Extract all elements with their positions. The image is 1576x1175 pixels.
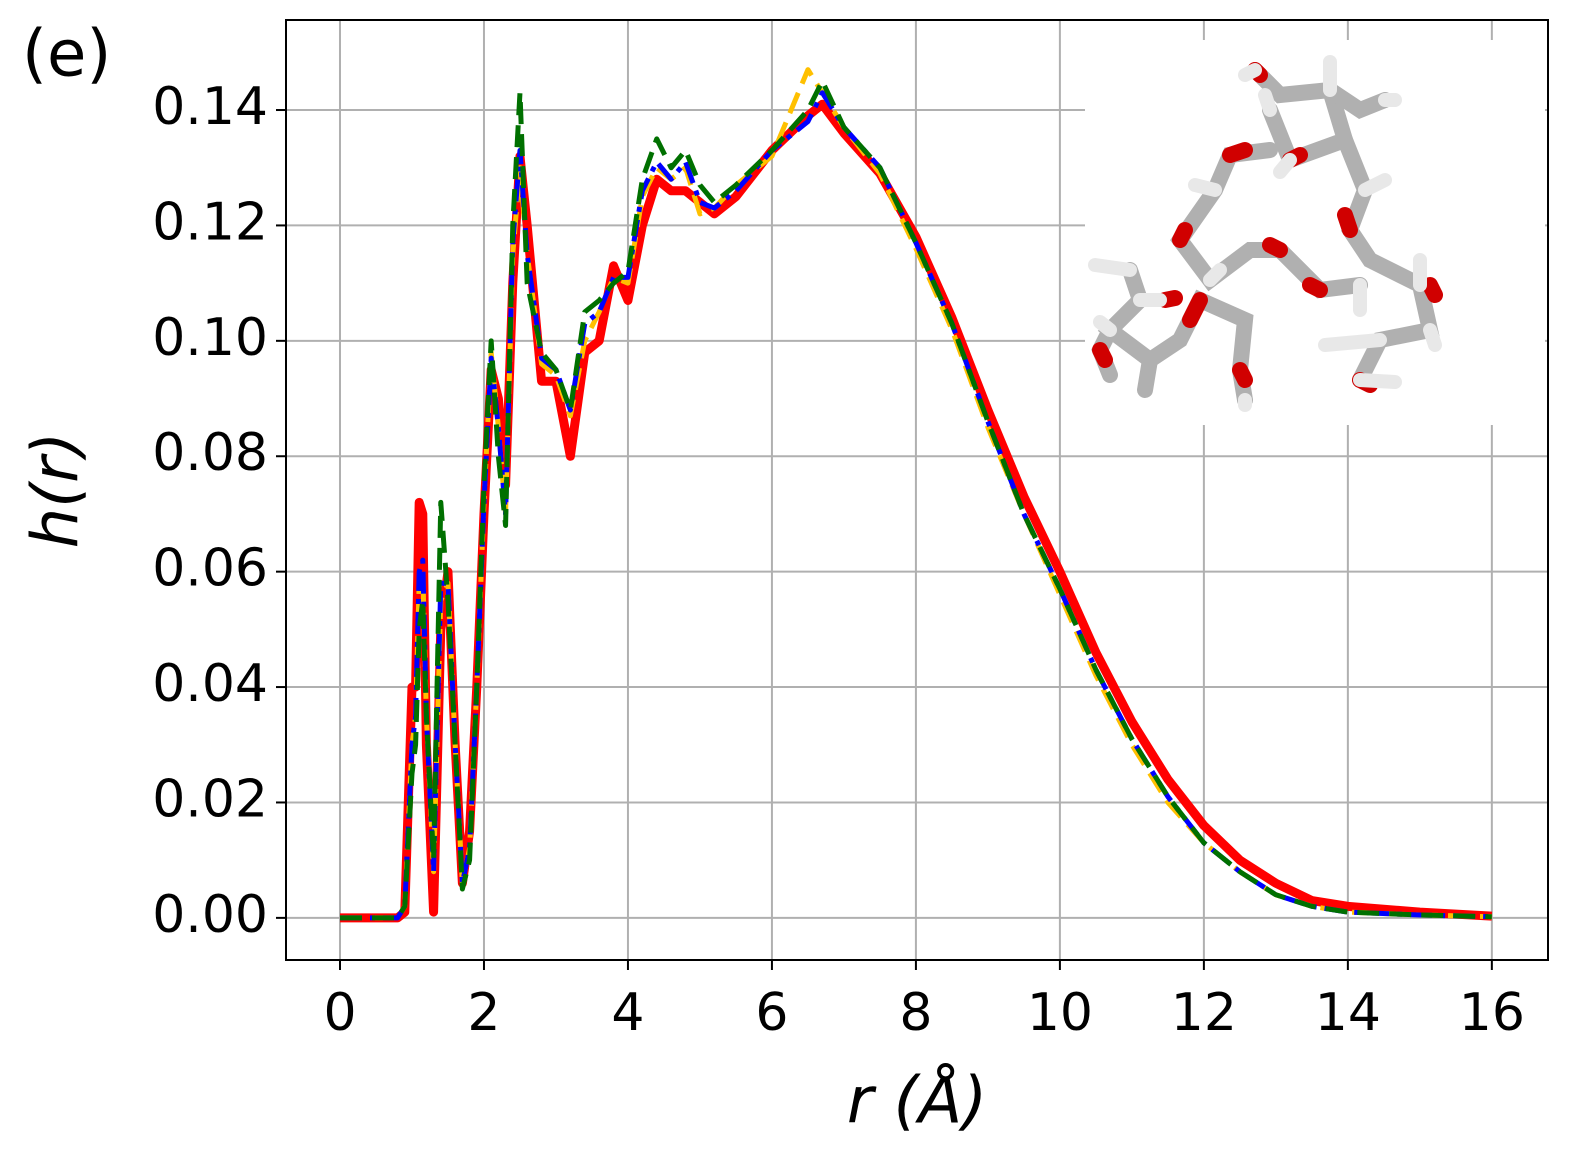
x-tick-label: 2 xyxy=(467,983,500,1043)
x-tick-label: 10 xyxy=(1027,983,1093,1043)
grid xyxy=(286,20,1548,960)
y-tick-label: 0.00 xyxy=(152,885,268,945)
x-axis-label: r (Å) xyxy=(847,1063,987,1139)
y-tick-label: 0.06 xyxy=(152,539,268,599)
plot-frame xyxy=(285,19,1549,961)
y-tick-label: 0.14 xyxy=(152,77,268,137)
y-tick-label: 0.12 xyxy=(152,192,268,252)
y-tick-label: 0.04 xyxy=(152,654,268,714)
molecule-inset xyxy=(1085,40,1545,425)
panel-label: (e) xyxy=(22,18,111,92)
x-tick-label: 8 xyxy=(899,983,932,1043)
y-tick-label: 0.02 xyxy=(152,769,268,829)
x-tick-label: 0 xyxy=(323,983,356,1043)
series-line xyxy=(339,78,1492,921)
lines xyxy=(339,67,1493,923)
y-tick-label: 0.08 xyxy=(152,423,268,483)
y-axis-label: h(r) xyxy=(20,432,94,549)
x-tick-label: 16 xyxy=(1459,983,1525,1043)
x-tick-label: 6 xyxy=(755,983,788,1043)
x-tick-label: 12 xyxy=(1171,983,1237,1043)
molecule xyxy=(1088,55,1443,412)
x-tick-label: 4 xyxy=(611,983,644,1043)
y-tick-label: 0.10 xyxy=(152,308,268,368)
x-tick-label: 14 xyxy=(1315,983,1381,1043)
